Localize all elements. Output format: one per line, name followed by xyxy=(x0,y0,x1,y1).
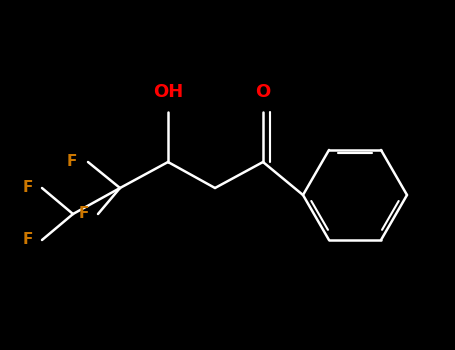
Text: OH: OH xyxy=(153,83,183,101)
Text: F: F xyxy=(23,232,33,247)
Text: F: F xyxy=(23,181,33,196)
Text: F: F xyxy=(66,154,76,169)
Text: O: O xyxy=(255,83,271,101)
Text: F: F xyxy=(79,206,89,222)
